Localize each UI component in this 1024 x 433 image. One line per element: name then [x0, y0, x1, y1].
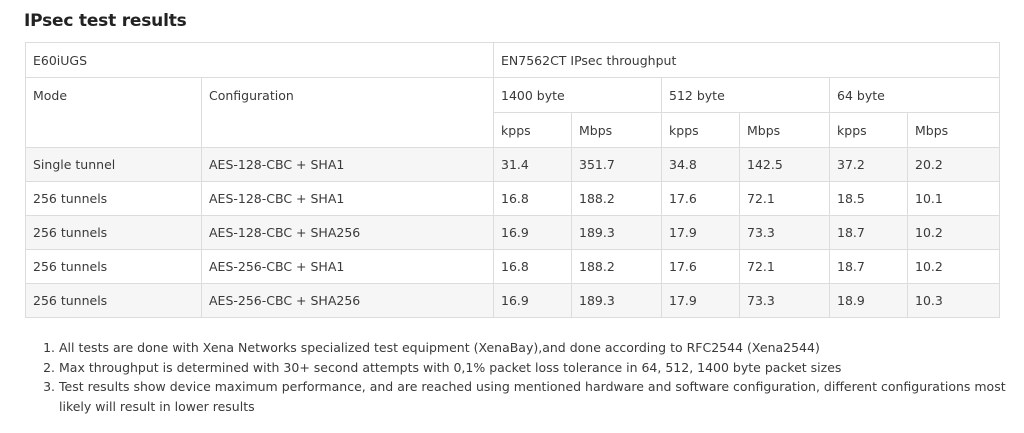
- value-cell: 17.9: [661, 215, 741, 250]
- value-cell: 16.9: [493, 215, 573, 250]
- configuration-header: Configuration: [200, 77, 495, 148]
- value-cell: 18.7: [829, 215, 909, 250]
- header-row-sizes: Mode Configuration 1400 byte 512 byte 64…: [25, 77, 1001, 148]
- value-cell: 18.7: [829, 249, 909, 284]
- mode-cell: Single tunnel: [25, 147, 202, 182]
- value-cell: 18.9: [829, 283, 909, 318]
- mode-cell: 256 tunnels: [25, 249, 202, 284]
- value-cell: 188.2: [571, 249, 663, 284]
- header-row-units: kpps Mbps kpps Mbps kpps Mbps: [26, 112, 1001, 148]
- table-row: Single tunnel AES-128-CBC + SHA1 31.4 351.7…: [25, 147, 1001, 182]
- unit-header: Mbps: [907, 112, 1001, 148]
- table-row: 256 tunnels AES-256-CBC + SHA1 16.8 188.2 17…: [25, 249, 1001, 284]
- unit-header: kpps: [829, 112, 909, 148]
- value-cell: 189.3: [571, 283, 663, 318]
- value-cell: 10.1: [907, 181, 1001, 216]
- header-row-device: E60iUGS EN7562CT IPsec throughput: [24, 42, 1001, 78]
- footnote-item: Test results show device maximum perform…: [59, 377, 1024, 416]
- ipsec-results-table: E60iUGS EN7562CT IPsec throughput Mode C…: [24, 42, 1001, 318]
- value-cell: 16.8: [493, 181, 573, 216]
- throughput-label-cell: EN7562CT IPsec throughput: [493, 42, 1001, 78]
- mode-cell: 256 tunnels: [25, 181, 202, 216]
- configuration-cell: AES-256-CBC + SHA1: [200, 249, 495, 284]
- unit-header: kpps: [661, 112, 741, 148]
- value-cell: 34.8: [661, 147, 741, 182]
- value-cell: 20.2: [907, 147, 1001, 182]
- table-data-rows: Single tunnel AES-128-CBC + SHA1 31.4 351.7…: [25, 147, 1001, 318]
- page-title: IPsec test results: [24, 11, 187, 31]
- value-cell: 10.3: [907, 283, 1001, 318]
- footnote-item: All tests are done with Xena Networks sp…: [59, 338, 1024, 358]
- value-cell: 31.4: [493, 147, 573, 182]
- value-cell: 18.5: [829, 181, 909, 216]
- unit-header: Mbps: [739, 112, 831, 148]
- packet-size-header: 64 byte: [829, 77, 1001, 113]
- mode-header: Mode: [25, 77, 202, 148]
- unit-header: Mbps: [571, 112, 663, 148]
- device-label-cell: E60iUGS: [24, 42, 495, 78]
- packet-size-header: 512 byte: [661, 77, 831, 113]
- value-cell: 72.1: [739, 249, 831, 284]
- configuration-cell: AES-128-CBC + SHA1: [200, 147, 495, 182]
- footnotes-list: All tests are done with Xena Networks sp…: [24, 338, 1024, 416]
- value-cell: 16.8: [493, 249, 573, 284]
- value-cell: 351.7: [571, 147, 663, 182]
- value-cell: 10.2: [907, 249, 1001, 284]
- mode-cell: 256 tunnels: [25, 215, 202, 250]
- value-cell: 142.5: [739, 147, 831, 182]
- value-cell: 17.6: [661, 181, 741, 216]
- configuration-cell: AES-128-CBC + SHA1: [200, 181, 495, 216]
- value-cell: 37.2: [829, 147, 909, 182]
- packet-size-header: 1400 byte: [493, 77, 663, 113]
- value-cell: 189.3: [571, 215, 663, 250]
- mode-cell: 256 tunnels: [25, 283, 202, 318]
- table-row: 256 tunnels AES-128-CBC + SHA256 16.9 189.3…: [25, 215, 1001, 250]
- value-cell: 188.2: [571, 181, 663, 216]
- value-cell: 17.9: [661, 283, 741, 318]
- unit-header: kpps: [493, 112, 573, 148]
- value-cell: 73.3: [739, 283, 831, 318]
- footnote-item: Max throughput is determined with 30+ se…: [59, 358, 1024, 378]
- value-cell: 10.2: [907, 215, 1001, 250]
- value-cell: 73.3: [739, 215, 831, 250]
- table-row: 256 tunnels AES-256-CBC + SHA256 16.9 189.3…: [25, 283, 1001, 318]
- value-cell: 17.6: [661, 249, 741, 284]
- value-cell: 16.9: [493, 283, 573, 318]
- configuration-cell: AES-128-CBC + SHA256: [200, 215, 495, 250]
- table-row: 256 tunnels AES-128-CBC + SHA1 16.8 188.2 17…: [25, 181, 1001, 216]
- table-body: E60iUGS EN7562CT IPsec throughput Mode C…: [24, 42, 1001, 148]
- configuration-cell: AES-256-CBC + SHA256: [200, 283, 495, 318]
- value-cell: 72.1: [739, 181, 831, 216]
